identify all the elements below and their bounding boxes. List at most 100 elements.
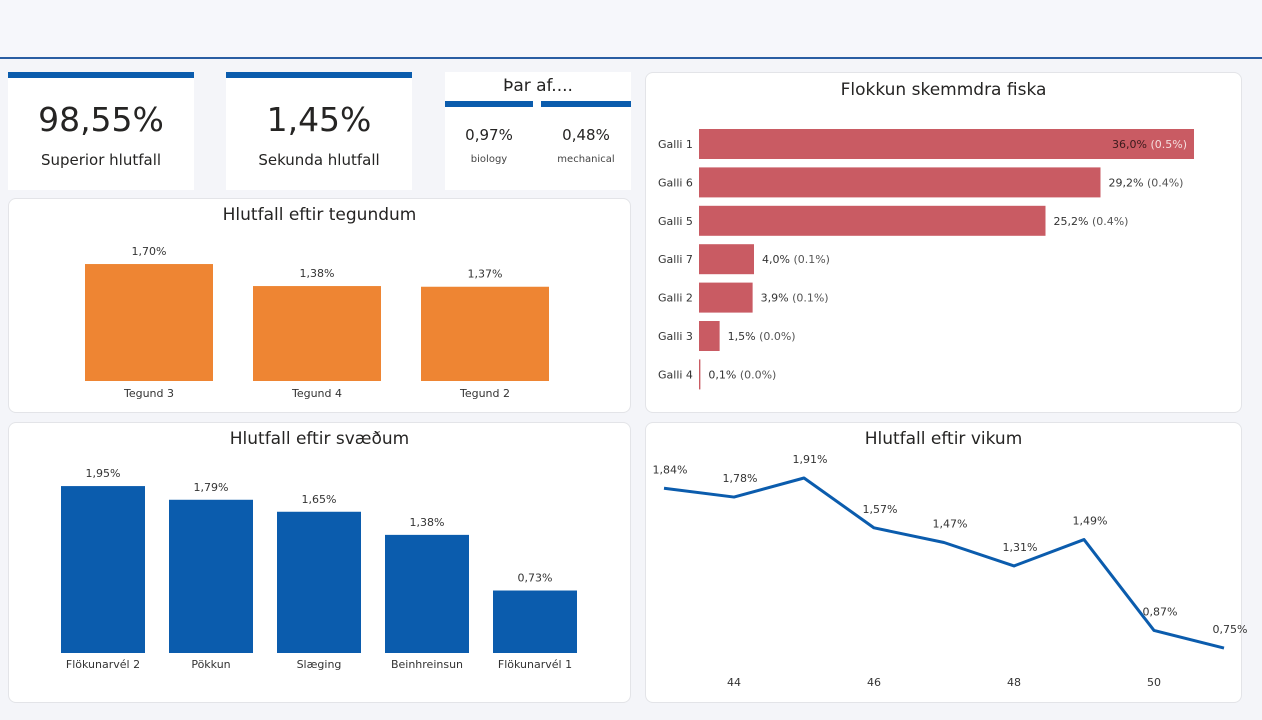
data-label: 0,1% (0.0%) <box>708 368 776 381</box>
category-label: Galli 7 <box>658 253 693 266</box>
kpi-accent-bar <box>226 72 412 78</box>
chart-title: Flokkun skemmdra fiska <box>840 80 1047 100</box>
data-label: 1,57% <box>863 503 898 516</box>
bar <box>699 205 1046 236</box>
chart-svaedum: Hlutfall eftir svæðum 1,95% Flökunarvél 2… <box>8 422 631 703</box>
header-bar <box>0 0 1262 59</box>
chart-svg: Galli 1 36,0% (0.5%) Galli 6 29,2% (0.4%) Ga… <box>658 129 1194 390</box>
chart-title: Hlutfall eftir tegundum <box>222 205 417 225</box>
data-label: 1,38% <box>410 516 445 529</box>
secondary-label: (0.1%) <box>790 253 830 266</box>
accent-bar <box>445 101 533 107</box>
bar <box>169 499 253 653</box>
percent-label: 36,0% <box>1112 138 1147 151</box>
kpi-label: Superior hlutfall <box>40 151 162 169</box>
category-label: Slæging <box>297 658 342 671</box>
bar <box>385 534 469 653</box>
data-label: 36,0% (0.5%) <box>1112 138 1187 151</box>
data-label: 25,2% (0.4%) <box>1054 215 1129 228</box>
kpi-sekunda: 1,45% Sekunda hlutfall <box>226 72 412 190</box>
data-label: 0,75% <box>1213 623 1248 636</box>
data-label: 0,87% <box>1143 605 1178 618</box>
chart-svg: 1,84% 1,78% 1,91% 1,57% 1,47% 1,31% 1,49% 0,87%… <box>653 453 1248 689</box>
percent-label: 29,2% <box>1109 176 1144 189</box>
series-line <box>663 476 1225 650</box>
x-tick-label: 50 <box>1147 676 1161 689</box>
secondary-label: (0.1%) <box>789 292 829 305</box>
data-label: 1,65% <box>302 493 337 506</box>
data-label: 1,78% <box>723 472 758 485</box>
data-label: 1,31% <box>1003 541 1038 554</box>
category-label: Galli 1 <box>658 138 693 151</box>
data-label: 1,91% <box>793 453 828 466</box>
data-label: 3,9% (0.1%) <box>761 292 829 305</box>
percent-label: 0,1% <box>708 368 736 381</box>
bar <box>699 244 754 275</box>
biology-value: 0,97% <box>465 126 513 144</box>
percent-label: 3,9% <box>761 292 789 305</box>
chart-tegundum: Hlutfall eftir tegundum 1,70% Tegund 3 1,3… <box>8 198 631 413</box>
category-label: Tegund 3 <box>123 387 174 400</box>
data-label: 29,2% (0.4%) <box>1109 176 1184 189</box>
kpi-label: Sekunda hlutfall <box>258 151 380 169</box>
bar <box>699 167 1101 198</box>
bar <box>699 129 1194 159</box>
mechanical-label: mechanical <box>557 154 615 165</box>
x-tick-label: 48 <box>1007 676 1021 689</box>
x-tick-label: 44 <box>727 676 741 689</box>
percent-label: 25,2% <box>1054 215 1089 228</box>
category-label: Flökunarvél 2 <box>66 658 140 671</box>
bar <box>277 511 361 653</box>
category-label: Tegund 2 <box>459 387 510 400</box>
x-tick-label: 46 <box>867 676 881 689</box>
percent-label: 4,0% <box>762 253 790 266</box>
category-label: Pökkun <box>191 658 230 671</box>
data-label: 1,38% <box>300 267 335 280</box>
category-label: Galli 5 <box>658 215 693 228</box>
chart-vikum: Hlutfall eftir vikum 1,84% 1,78% 1,91% 1,57… <box>645 422 1248 703</box>
category-label: Galli 4 <box>658 368 693 381</box>
bar <box>699 282 753 313</box>
data-label: 1,49% <box>1073 515 1108 528</box>
data-label: 1,37% <box>468 268 503 281</box>
chart-title: Hlutfall eftir svæðum <box>229 429 410 449</box>
bar <box>253 286 381 381</box>
chart-title: Hlutfall eftir vikum <box>864 429 1023 449</box>
category-label: Flökunarvél 1 <box>498 658 572 671</box>
data-label: 1,47% <box>933 518 968 531</box>
secondary-label: (0.0%) <box>736 368 776 381</box>
data-label: 0,73% <box>518 572 553 585</box>
category-label: Galli 3 <box>658 330 693 343</box>
kpi-value: 98,55% <box>38 100 164 139</box>
data-label: 1,5% (0.0%) <box>728 330 796 343</box>
data-label: 1,84% <box>653 463 688 476</box>
data-label: 4,0% (0.1%) <box>762 253 830 266</box>
chart-svg: 1,70% Tegund 3 1,38% Tegund 4 1,37% Tegund 2 <box>85 245 549 400</box>
category-label: Beinhreinsun <box>391 658 463 671</box>
kpi-accent-bar <box>8 72 194 78</box>
category-label: Galli 2 <box>658 292 693 305</box>
kpi-value: 1,45% <box>266 100 372 139</box>
bar <box>699 359 701 390</box>
category-label: Galli 6 <box>658 176 693 189</box>
data-label: 1,95% <box>86 467 121 480</box>
bar <box>61 486 145 653</box>
secondary-label: (0.0%) <box>756 330 796 343</box>
percent-label: 1,5% <box>728 330 756 343</box>
secondary-label: (0.4%) <box>1088 215 1128 228</box>
data-label: 1,70% <box>132 245 167 258</box>
secondary-label: (0.5%) <box>1147 138 1187 151</box>
bar <box>699 321 720 351</box>
accent-bar <box>541 101 631 107</box>
breakdown-title: Þar af.... <box>503 76 573 96</box>
mechanical-value: 0,48% <box>562 126 610 144</box>
category-label: Tegund 4 <box>291 387 342 400</box>
kpi-superior: 98,55% Superior hlutfall <box>8 72 194 190</box>
secondary-label: (0.4%) <box>1143 176 1183 189</box>
chart-flokkun: Flokkun skemmdra fiska Galli 1 36,0% (0.5… <box>645 72 1242 413</box>
data-label: 1,79% <box>194 481 229 494</box>
bar <box>85 264 213 381</box>
bar <box>493 590 577 653</box>
kpi-breakdown: Þar af.... 0,97% biology 0,48% mechanica… <box>445 72 631 190</box>
biology-label: biology <box>470 154 508 165</box>
